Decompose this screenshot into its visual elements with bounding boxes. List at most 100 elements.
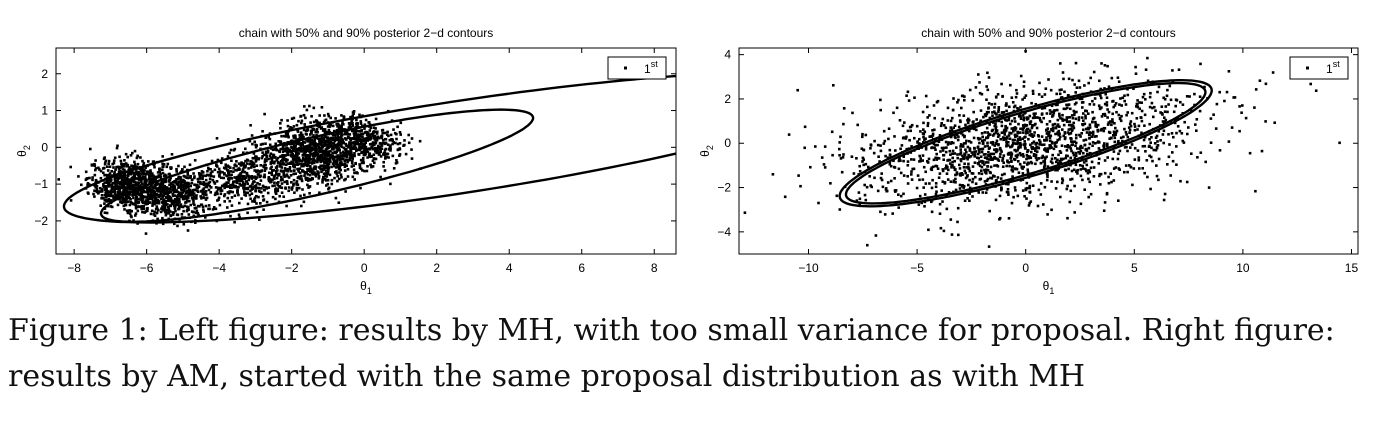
data-point bbox=[118, 182, 122, 185]
data-point bbox=[863, 183, 866, 187]
data-point bbox=[154, 196, 158, 200]
data-point bbox=[91, 176, 94, 179]
data-point bbox=[93, 189, 96, 192]
data-point bbox=[189, 174, 192, 178]
data-point bbox=[906, 90, 910, 94]
data-point bbox=[305, 171, 308, 174]
data-point bbox=[195, 196, 198, 200]
data-point bbox=[944, 167, 947, 170]
data-point bbox=[259, 179, 263, 182]
data-point bbox=[145, 190, 148, 194]
data-point bbox=[983, 113, 987, 116]
data-point bbox=[1138, 101, 1141, 104]
data-point bbox=[347, 122, 351, 125]
data-point bbox=[239, 164, 243, 167]
data-point bbox=[380, 147, 384, 150]
data-point bbox=[996, 93, 1000, 96]
data-point bbox=[1107, 121, 1110, 124]
data-point bbox=[366, 147, 369, 151]
data-point bbox=[309, 129, 313, 133]
data-point bbox=[199, 172, 203, 176]
data-point bbox=[314, 148, 318, 152]
data-point bbox=[185, 191, 189, 194]
data-point bbox=[105, 186, 108, 189]
data-point bbox=[1195, 129, 1198, 132]
data-point bbox=[367, 121, 370, 124]
data-point bbox=[1078, 133, 1081, 137]
data-point bbox=[1061, 117, 1064, 121]
data-point bbox=[1011, 144, 1014, 147]
data-point bbox=[322, 137, 325, 141]
data-point bbox=[980, 172, 984, 176]
data-point bbox=[1036, 134, 1040, 137]
data-point bbox=[1113, 104, 1117, 107]
data-point bbox=[1025, 157, 1028, 161]
data-point bbox=[183, 204, 187, 208]
data-point bbox=[282, 163, 286, 166]
x-tick-label: −2 bbox=[285, 261, 299, 275]
data-point bbox=[308, 192, 311, 195]
data-point bbox=[926, 160, 929, 163]
data-point bbox=[1148, 154, 1151, 158]
data-point bbox=[246, 211, 249, 215]
data-point bbox=[886, 181, 890, 184]
data-point bbox=[360, 138, 364, 141]
data-point bbox=[373, 146, 377, 150]
data-point bbox=[301, 169, 304, 172]
data-point bbox=[300, 119, 304, 123]
data-point bbox=[1146, 56, 1149, 60]
data-point bbox=[152, 195, 155, 199]
data-point bbox=[109, 192, 113, 195]
data-point bbox=[307, 186, 310, 189]
data-point bbox=[969, 155, 973, 158]
data-point bbox=[1072, 109, 1076, 113]
data-point bbox=[178, 204, 181, 208]
data-point bbox=[296, 130, 300, 133]
data-point bbox=[1031, 116, 1035, 120]
data-point bbox=[343, 160, 347, 163]
data-point bbox=[1001, 157, 1005, 160]
data-point bbox=[176, 203, 180, 206]
data-point bbox=[1143, 135, 1147, 139]
data-point bbox=[926, 124, 930, 128]
data-point bbox=[337, 132, 340, 136]
data-point bbox=[1143, 113, 1147, 117]
data-point bbox=[1071, 78, 1074, 82]
data-point bbox=[351, 147, 354, 150]
data-point bbox=[118, 187, 121, 191]
data-point bbox=[1043, 138, 1046, 142]
data-point bbox=[374, 148, 378, 152]
data-point bbox=[299, 131, 303, 134]
data-point bbox=[216, 192, 219, 196]
data-point bbox=[1175, 145, 1178, 148]
data-point bbox=[150, 184, 153, 188]
data-point bbox=[783, 195, 787, 199]
data-point bbox=[1173, 121, 1177, 125]
data-point bbox=[389, 133, 393, 137]
data-point bbox=[862, 158, 865, 161]
data-point bbox=[270, 165, 273, 169]
data-point bbox=[317, 175, 321, 178]
data-point bbox=[204, 216, 207, 219]
data-point bbox=[959, 159, 963, 163]
data-point bbox=[365, 136, 368, 140]
data-point bbox=[327, 187, 330, 191]
data-point bbox=[294, 136, 297, 140]
data-point bbox=[287, 135, 290, 139]
data-point bbox=[98, 168, 101, 171]
data-point bbox=[1088, 170, 1092, 174]
data-point bbox=[204, 204, 208, 208]
data-point bbox=[362, 161, 365, 165]
data-point bbox=[192, 195, 196, 199]
data-point bbox=[350, 129, 354, 133]
data-point bbox=[932, 142, 936, 146]
data-point bbox=[927, 228, 930, 232]
data-point bbox=[300, 147, 303, 150]
data-point bbox=[176, 224, 179, 228]
data-point bbox=[1148, 122, 1151, 126]
data-point bbox=[861, 156, 865, 160]
data-point bbox=[923, 205, 926, 208]
data-point bbox=[977, 148, 981, 152]
data-point bbox=[316, 158, 319, 161]
data-point bbox=[114, 168, 117, 171]
